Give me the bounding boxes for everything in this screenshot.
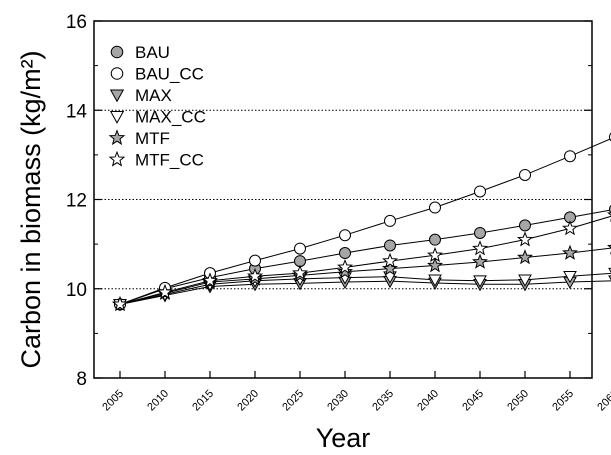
- x-tick-label: 2020: [235, 388, 261, 414]
- point-mtf: [382, 260, 398, 276]
- point-bau-cc: [384, 214, 396, 227]
- point-bau-cc: [564, 150, 576, 163]
- point-mtf-cc: [292, 264, 308, 280]
- x-tick-label: 2010: [145, 388, 171, 414]
- point-bau: [519, 219, 531, 232]
- y-tick-label: 16: [66, 12, 87, 33]
- y-tick-label: 8: [76, 369, 87, 390]
- point-bau-cc: [294, 242, 306, 255]
- point-mtf-cc: [247, 267, 263, 284]
- x-tick-label: 2055: [550, 388, 576, 414]
- legend-marker-max-cc: [109, 110, 125, 124]
- point-mtf-cc: [157, 283, 173, 300]
- legend-label-max-cc: MAX_CC: [135, 108, 206, 127]
- series-line-max: [119, 280, 611, 305]
- point-bau: [384, 239, 396, 252]
- legend-label-bau-cc: BAU_CC: [135, 65, 204, 84]
- point-mtf-cc: [562, 220, 578, 236]
- legend-marker-max: [109, 89, 125, 103]
- legend-label-max: MAX: [135, 86, 172, 105]
- point-mtf-cc: [517, 231, 533, 247]
- point-mtf-cc: [337, 258, 353, 275]
- series-line-bau-cc: [119, 138, 611, 305]
- x-tick-label: 2025: [280, 388, 306, 414]
- point-max-cc: [428, 274, 442, 287]
- point-mtf-cc: [202, 272, 218, 288]
- legend-marker-bau: [110, 45, 124, 59]
- point-bau: [339, 247, 351, 260]
- legend-label-mtf: MTF: [135, 129, 170, 148]
- point-bau: [474, 226, 486, 239]
- legend-label-bau: BAU: [135, 43, 170, 62]
- point-bau-cc: [249, 254, 261, 267]
- x-axis-title: Year: [316, 423, 371, 453]
- series-line-mtf: [119, 247, 611, 305]
- x-tick-label: 2035: [370, 388, 396, 414]
- point-max-cc: [518, 274, 532, 287]
- point-mtf: [517, 249, 533, 265]
- point-mtf: [472, 253, 488, 269]
- point-mtf-cc: [427, 246, 443, 263]
- point-mtf: [427, 257, 443, 273]
- point-bau-cc: [429, 201, 441, 214]
- legend-label-mtf-cc: MTF_CC: [135, 151, 204, 170]
- series-line-mtf-cc: [119, 215, 611, 305]
- point-bau-cc: [474, 185, 486, 198]
- point-mtf: [337, 263, 353, 279]
- point-bau-cc: [519, 168, 531, 181]
- x-tick-label: 2045: [460, 388, 486, 414]
- legend-marker-mtf-cc: [108, 150, 126, 167]
- point-mtf-cc: [382, 252, 398, 268]
- y-axis-title: Carbon in biomass (kg/m²): [16, 50, 46, 368]
- point-max-cc: [563, 270, 577, 284]
- legend-marker-mtf: [108, 129, 126, 146]
- x-tick-label: 2060: [595, 388, 611, 414]
- x-tick-label: 2005: [100, 388, 126, 414]
- point-max-cc: [473, 275, 487, 288]
- y-tick-label: 10: [66, 280, 87, 301]
- y-tick-label: 14: [66, 101, 88, 122]
- point-bau: [429, 233, 441, 246]
- y-tick-label: 12: [66, 191, 87, 212]
- x-tick-label: 2050: [505, 388, 531, 414]
- legend-marker-bau-cc: [110, 67, 124, 80]
- x-tick-label: 2030: [325, 388, 351, 414]
- series-line-max-cc: [119, 272, 611, 305]
- point-mtf-cc: [472, 240, 488, 256]
- x-tick-label: 2040: [415, 388, 441, 414]
- point-bau-cc: [339, 229, 351, 242]
- x-tick-label: 2015: [190, 388, 216, 414]
- point-mtf-cc: [112, 295, 128, 312]
- point-mtf: [562, 244, 578, 260]
